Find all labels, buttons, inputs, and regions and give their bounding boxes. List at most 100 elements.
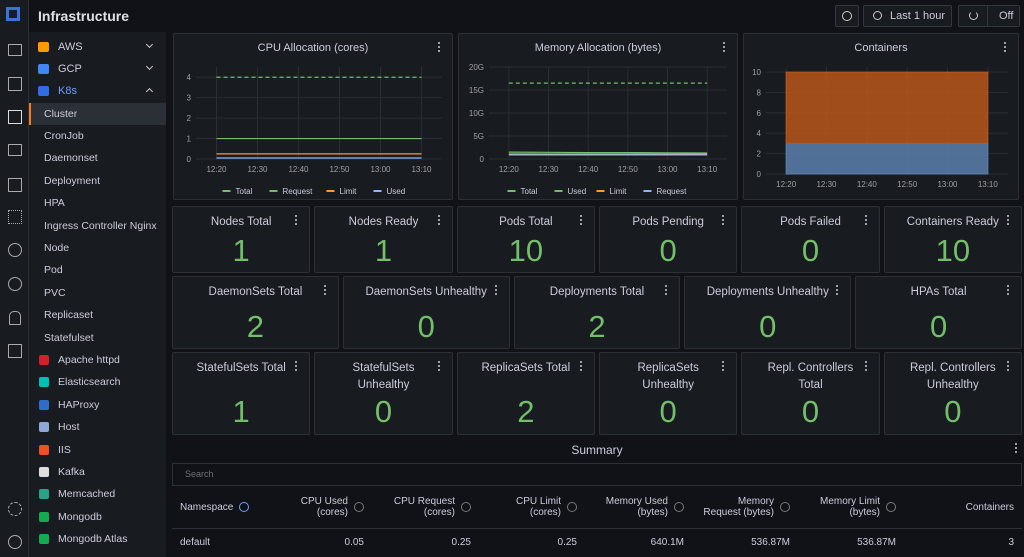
stat-panel: Pods Failed 0 [741,206,880,273]
sort-icon[interactable] [354,502,364,512]
user-icon[interactable] [8,535,22,549]
stat-title: StatefulSets Total [196,362,286,374]
settings-icon[interactable] [8,502,22,516]
column-header[interactable]: Memory Limit (bytes) [798,486,904,529]
nav-group[interactable]: K8s [29,80,166,102]
sort-icon[interactable] [567,502,577,512]
header-label: CPU Used (cores) [300,496,348,518]
nav-icon[interactable] [8,178,22,192]
settings-button[interactable] [835,5,859,27]
panel-menu[interactable] [836,289,839,291]
column-header[interactable]: CPU Request (cores) [372,486,479,529]
sort-icon[interactable] [780,502,790,512]
column-header[interactable]: Containers [904,486,1022,529]
integration-icon [39,355,49,365]
sort-icon[interactable] [461,502,471,512]
nav-item[interactable]: PVC [29,282,166,304]
panel-menu[interactable] [1006,289,1009,291]
panel-menu[interactable] [438,46,440,48]
panel-menu[interactable] [437,219,440,221]
header-label: CPU Limit (cores) [515,496,561,518]
nav-item[interactable]: Ingress Controller Nginx [29,215,166,237]
sort-icon[interactable] [239,502,250,512]
header-wrap: CPU Request (cores) [380,496,471,518]
nav-icon[interactable] [9,311,21,325]
panel-menu[interactable] [1004,46,1006,48]
nav-label: Replicaset [44,309,94,322]
panel-menu[interactable] [665,289,668,291]
sort-icon[interactable] [886,502,896,512]
nav-icon[interactable] [8,344,22,358]
column-header[interactable]: CPU Limit (cores) [479,486,585,529]
nav-item[interactable]: HPA [29,192,166,214]
panel-menu[interactable] [295,365,298,367]
stat-value: 2 [517,394,535,429]
panel-menu[interactable] [722,365,725,367]
panel-menu[interactable] [722,219,725,221]
nav-icon[interactable] [8,44,22,56]
panel-menu[interactable] [864,219,867,221]
panel-menu[interactable] [723,46,725,48]
column-header[interactable]: Memory Request (bytes) [692,486,798,529]
nav-label: Mongodb [58,510,102,523]
nav-item[interactable]: Apache httpd [29,349,166,371]
panel-menu[interactable] [1006,219,1009,221]
time-range: Last 1 hour [890,10,946,22]
refresh-picker[interactable]: Off [958,5,1020,27]
nav-item[interactable]: Pod [29,259,166,281]
stat-title: Pods Failed [780,216,841,228]
nav-icon[interactable] [8,243,22,257]
cell: 0.05 [344,536,364,548]
nav-label: PVC [44,286,66,299]
nav-group[interactable]: GCP [29,58,166,80]
nav-icon[interactable] [8,277,22,291]
nav-item[interactable]: HAProxy [29,394,166,416]
panel-menu[interactable] [295,219,298,221]
x-tick-label: 12:40 [857,180,878,189]
panel-menu[interactable] [1006,365,1009,367]
y-tick-label: 6 [757,109,762,118]
time-picker[interactable]: Last 1 hour [863,5,952,27]
nav-icon[interactable] [8,110,22,124]
nav-item[interactable]: IIS [29,439,166,461]
sort-icon[interactable] [674,502,684,512]
nav-label: GCP [58,63,82,76]
stat-value: 10 [508,233,544,268]
nav-group[interactable]: AWS [29,36,166,58]
nav-item[interactable]: Memcached [29,483,166,505]
nav-item[interactable]: Elasticsearch [29,371,166,393]
x-tick-label: 12:30 [538,165,559,174]
column-header[interactable]: Namespace [172,486,272,529]
nav-item[interactable]: Mongodb Atlas [29,528,166,550]
nav-item[interactable]: Cluster [29,102,166,125]
column-header[interactable]: Memory Used (bytes) [585,486,692,529]
legend-label: Used [387,187,406,196]
nav-item[interactable]: Kafka [29,461,166,483]
column-header[interactable]: CPU Used (cores) [272,486,372,529]
panel-menu[interactable] [323,289,326,291]
nav-label: Cluster [44,107,78,120]
data-row: default 0.05 0.25 0.25 640.1M 536.87M 536.87M 3 [172,528,1022,556]
panel-menu[interactable] [1015,447,1017,449]
nav-item[interactable]: Replicaset [29,304,166,326]
nav-icon[interactable] [8,77,22,91]
stat-value: 0 [659,233,677,268]
nav-item[interactable]: CronJob [29,125,166,147]
panel-menu[interactable] [494,289,497,291]
nav-item[interactable]: Statefulset [29,327,166,349]
stat-value: 2 [246,309,265,344]
panel-menu[interactable] [579,219,582,221]
nav-icon[interactable] [8,210,22,224]
panel-menu[interactable] [864,365,867,367]
nav-item[interactable]: Daemonset [29,147,166,169]
search-box[interactable]: Search [172,463,1022,486]
nav-item[interactable]: Node [29,237,166,259]
nav-item[interactable]: Host [29,416,166,438]
nav-item[interactable]: Mongodb [29,506,166,528]
panel-menu[interactable] [579,365,582,367]
nav-icon[interactable] [8,144,22,156]
stat-panel: DaemonSets Total 2 [172,276,339,349]
panel-menu[interactable] [437,365,440,367]
nav-item[interactable]: Deployment [29,170,166,192]
